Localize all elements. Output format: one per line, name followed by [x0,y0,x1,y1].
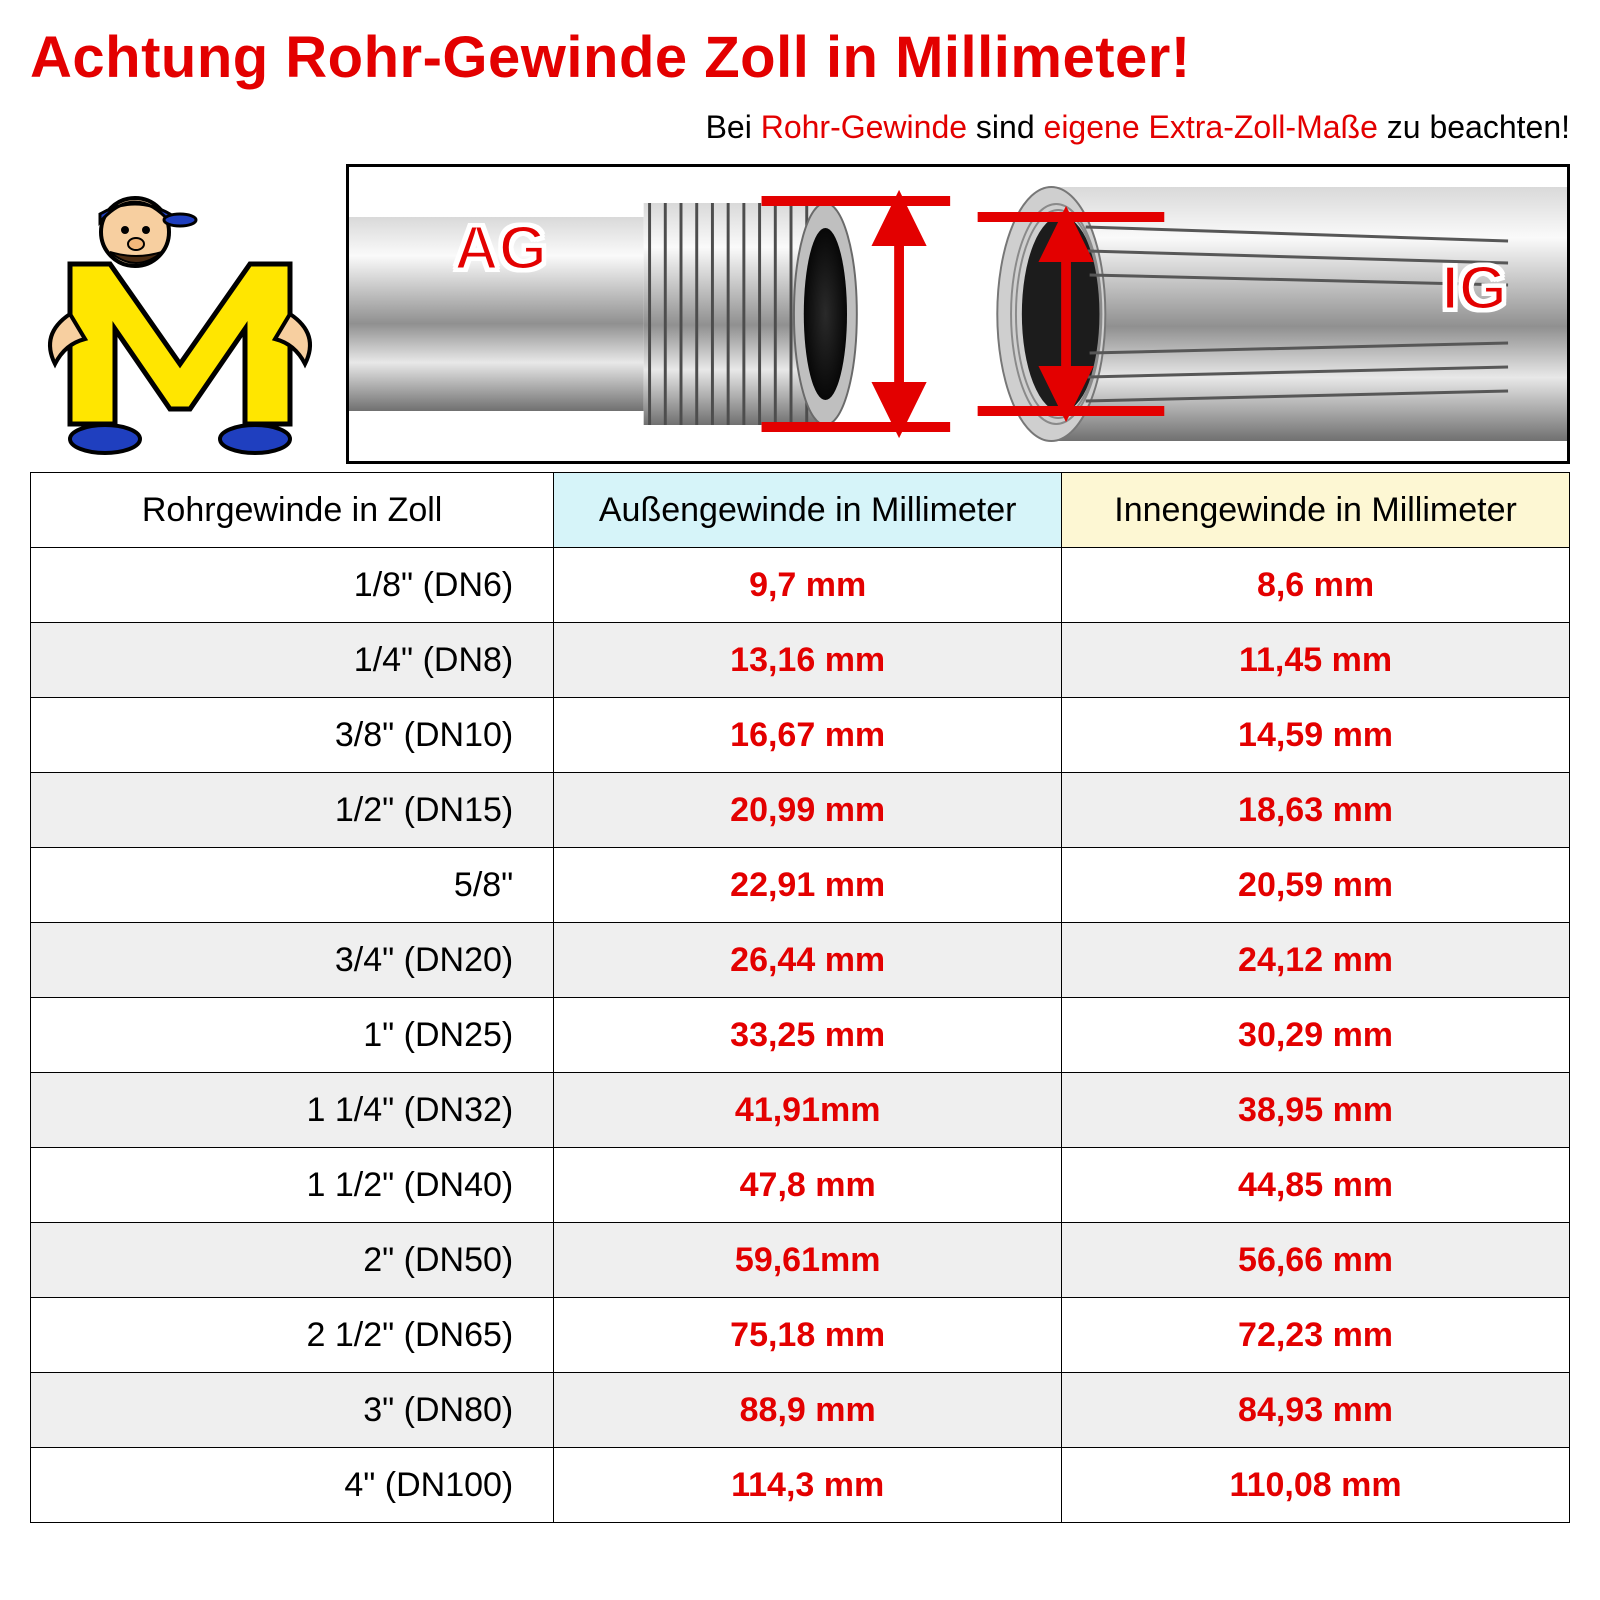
table-row: 3" (DN80)88,9 mm84,93 mm [31,1373,1570,1448]
cell-zoll: 1 1/2" (DN40) [31,1148,554,1223]
cell-ig: 30,29 mm [1062,998,1570,1073]
table-row: 1/2" (DN15)20,99 mm18,63 mm [31,773,1570,848]
subline-highlight-2: eigene Extra-Zoll-Maße [1044,109,1378,145]
cell-ag: 9,7 mm [554,548,1062,623]
table-row: 2 1/2" (DN65)75,18 mm72,23 mm [31,1298,1570,1373]
ig-label: IG [1442,253,1507,324]
cell-zoll: 1/8" (DN6) [31,548,554,623]
cell-zoll: 1/4" (DN8) [31,623,554,698]
cell-zoll: 5/8" [31,848,554,923]
cell-ag: 13,16 mm [554,623,1062,698]
cell-ag: 114,3 mm [554,1448,1062,1523]
cell-ag: 16,67 mm [554,698,1062,773]
cell-ag: 22,91 mm [554,848,1062,923]
col-header-zoll: Rohrgewinde in Zoll [31,473,554,548]
cell-ag: 20,99 mm [554,773,1062,848]
cell-ig: 24,12 mm [1062,923,1570,998]
cell-zoll: 2" (DN50) [31,1223,554,1298]
cell-ig: 18,63 mm [1062,773,1570,848]
ag-label: AG [454,213,547,284]
cell-zoll: 3/4" (DN20) [31,923,554,998]
cell-zoll: 1 1/4" (DN32) [31,1073,554,1148]
table-row: 1 1/2" (DN40)47,8 mm44,85 mm [31,1148,1570,1223]
cell-ig: 11,45 mm [1062,623,1570,698]
table-row: 1" (DN25)33,25 mm30,29 mm [31,998,1570,1073]
col-header-ig: Innengewinde in Millimeter [1062,473,1570,548]
subline-highlight-1: Rohr-Gewinde [761,109,967,145]
cell-ag: 26,44 mm [554,923,1062,998]
cell-ig: 84,93 mm [1062,1373,1570,1448]
col-header-ag: Außengewinde in Millimeter [554,473,1062,548]
cell-ig: 20,59 mm [1062,848,1570,923]
cell-ig: 44,85 mm [1062,1148,1570,1223]
cell-zoll: 2 1/2" (DN65) [31,1298,554,1373]
internal-thread-diagram: IG [958,167,1567,461]
mascot-icon [30,164,330,464]
cell-ag: 41,91mm [554,1073,1062,1148]
external-thread-diagram: AG [349,167,958,461]
cell-zoll: 3/8" (DN10) [31,698,554,773]
table-row: 3/4" (DN20)26,44 mm24,12 mm [31,923,1570,998]
cell-ag: 47,8 mm [554,1148,1062,1223]
cell-zoll: 1/2" (DN15) [31,773,554,848]
cell-ig: 14,59 mm [1062,698,1570,773]
table-row: 2" (DN50)59,61mm56,66 mm [31,1223,1570,1298]
cell-ig: 72,23 mm [1062,1298,1570,1373]
thread-diagram-box: AG [346,164,1570,464]
cell-ig: 56,66 mm [1062,1223,1570,1298]
cell-ig: 8,6 mm [1062,548,1570,623]
table-header-row: Rohrgewinde in Zoll Außengewinde in Mill… [31,473,1570,548]
subline-mid: sind [967,109,1043,145]
subline: Bei Rohr-Gewinde sind eigene Extra-Zoll-… [30,109,1570,146]
cell-ag: 88,9 mm [554,1373,1062,1448]
headline: Achtung Rohr-Gewinde Zoll in Millimeter! [30,24,1570,91]
cell-ig: 38,95 mm [1062,1073,1570,1148]
table-row: 1/8" (DN6)9,7 mm8,6 mm [31,548,1570,623]
table-body: 1/8" (DN6)9,7 mm8,6 mm1/4" (DN8)13,16 mm… [31,548,1570,1523]
cell-zoll: 4" (DN100) [31,1448,554,1523]
table-row: 1 1/4" (DN32)41,91mm38,95 mm [31,1073,1570,1148]
thread-size-table: Rohrgewinde in Zoll Außengewinde in Mill… [30,472,1570,1523]
cell-ag: 59,61mm [554,1223,1062,1298]
table-row: 3/8" (DN10)16,67 mm14,59 mm [31,698,1570,773]
top-illustration-row: AG [30,164,1570,464]
cell-zoll: 1" (DN25) [31,998,554,1073]
table-row: 1/4" (DN8)13,16 mm11,45 mm [31,623,1570,698]
table-row: 4" (DN100)114,3 mm110,08 mm [31,1448,1570,1523]
cell-ig: 110,08 mm [1062,1448,1570,1523]
table-row: 5/8"22,91 mm20,59 mm [31,848,1570,923]
cell-zoll: 3" (DN80) [31,1373,554,1448]
subline-post: zu beachten! [1378,109,1570,145]
cell-ag: 33,25 mm [554,998,1062,1073]
subline-pre: Bei [706,109,761,145]
cell-ag: 75,18 mm [554,1298,1062,1373]
